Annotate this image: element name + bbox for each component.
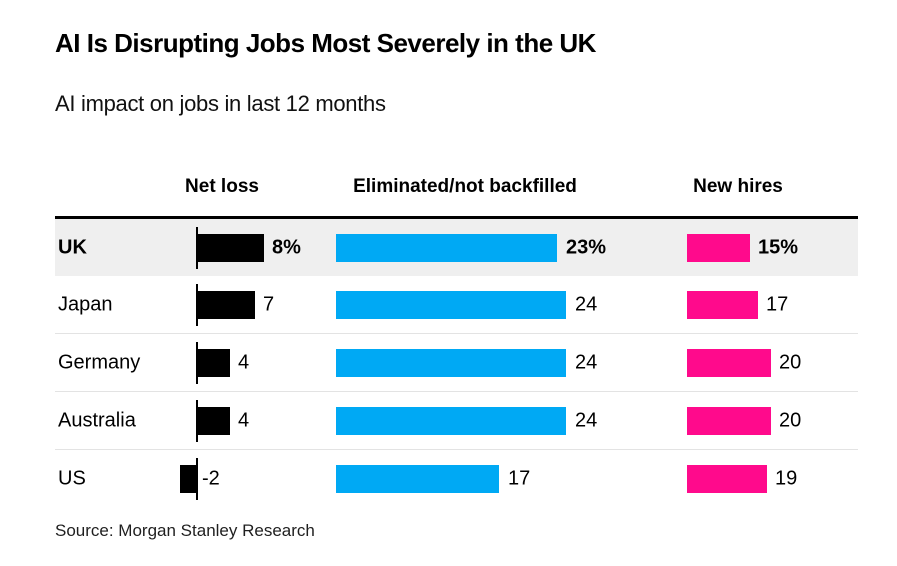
chart-table: UK 8% 23% 15% Japan 7 24 17 Germany 4 24 20 Australi… [55, 219, 858, 507]
column-header-net-loss: Net loss [185, 176, 259, 197]
eliminated-value-label: 23% [566, 236, 607, 258]
eliminated-value-label: 24 [575, 409, 598, 431]
new-hires-value-label: 20 [779, 409, 802, 431]
table-row: UK 8% 23% 15% [55, 219, 858, 276]
row-label: Australia [58, 409, 136, 431]
eliminated-value-label: 24 [575, 351, 598, 373]
new-hires-value-label: 20 [779, 351, 802, 373]
net-loss-value-label: -2 [202, 467, 220, 489]
new-hires-bar [687, 290, 758, 319]
new-hires-value-label: 17 [766, 293, 789, 315]
net-loss-value-label: 7 [263, 293, 275, 315]
table-row: Australia 4 24 20 [55, 392, 858, 450]
column-header-new-hires: New hires [693, 176, 783, 197]
row-label: UK [58, 236, 87, 258]
row-label: Germany [58, 351, 141, 373]
new-hires-value-label: 15% [758, 236, 799, 258]
eliminated-value-label: 24 [575, 293, 598, 315]
eliminated-bar [336, 348, 566, 377]
new-hires-value-label: 19 [775, 467, 798, 489]
table-row: Japan 7 24 17 [55, 276, 858, 334]
table-row: Germany 4 24 20 [55, 334, 858, 392]
eliminated-bar [336, 233, 557, 262]
new-hires-bar [687, 233, 750, 262]
net-loss-bar [197, 406, 230, 435]
chart-subtitle: AI impact on jobs in last 12 months [55, 91, 386, 116]
net-loss-bar [197, 233, 264, 262]
net-loss-bar [197, 290, 255, 319]
chart-title: AI Is Disrupting Jobs Most Severely in t… [55, 28, 596, 58]
eliminated-bar [336, 290, 566, 319]
row-label: US [58, 467, 86, 489]
eliminated-bar [336, 464, 499, 493]
net-loss-value-label: 4 [238, 409, 250, 431]
net-loss-value-label: 4 [238, 351, 250, 373]
baseline-tick [196, 457, 198, 500]
row-label: Japan [58, 293, 113, 315]
source-note: Source: Morgan Stanley Research [55, 521, 315, 540]
net-loss-bar [180, 464, 197, 493]
table-row: US -2 17 19 [55, 450, 858, 507]
new-hires-bar [687, 464, 767, 493]
eliminated-bar [336, 406, 566, 435]
header-rule [55, 216, 858, 219]
eliminated-value-label: 17 [508, 467, 531, 489]
new-hires-bar [687, 406, 771, 435]
net-loss-value-label: 8% [272, 236, 301, 258]
net-loss-bar [197, 348, 230, 377]
new-hires-bar [687, 348, 771, 377]
column-header-eliminated: Eliminated/not backfilled [353, 176, 577, 197]
